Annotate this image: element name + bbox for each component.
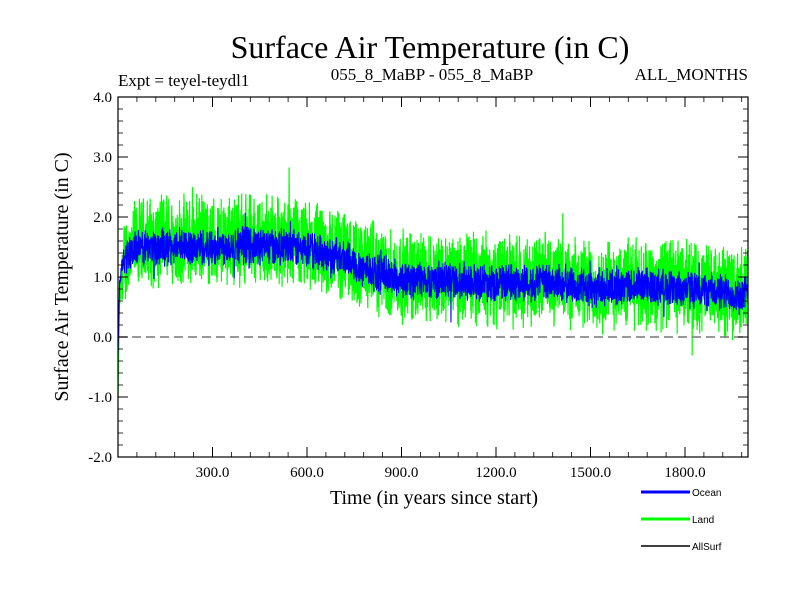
legend-label-land: Land bbox=[692, 515, 714, 526]
y-tick-label: -2.0 bbox=[88, 450, 112, 466]
y-tick-label: 3.0 bbox=[93, 150, 112, 166]
x-tick-label: 1500.0 bbox=[570, 465, 611, 481]
y-axis-label: Surface Air Temperature (in C) bbox=[51, 152, 73, 401]
x-axis-label: Time (in years since start) bbox=[330, 487, 538, 509]
y-tick-label: 1.0 bbox=[93, 270, 112, 286]
chart-subtitle-right: ALL_MONTHS bbox=[635, 65, 748, 84]
legend-label-allsurf: AllSurf bbox=[692, 542, 722, 553]
chart-subtitle-left: Expt = teyel-teydl1 bbox=[118, 71, 249, 90]
legend: Ocean Land AllSurf bbox=[641, 488, 722, 553]
y-tick-label: 4.0 bbox=[93, 90, 112, 106]
chart-title: Surface Air Temperature (in C) bbox=[231, 29, 630, 65]
x-tick-label: 1800.0 bbox=[664, 465, 705, 481]
chart-subtitle-center: 055_8_MaBP - 055_8_MaBP bbox=[331, 65, 533, 84]
x-tick-label: 900.0 bbox=[385, 465, 419, 481]
plot-area bbox=[117, 167, 749, 398]
x-tick-label: 600.0 bbox=[290, 465, 324, 481]
legend-label-ocean: Ocean bbox=[692, 488, 721, 499]
y-tick-label: -1.0 bbox=[88, 390, 112, 406]
y-tick-label: 0.0 bbox=[93, 330, 112, 346]
series-line-ocean bbox=[117, 212, 749, 356]
x-tick-label: 300.0 bbox=[196, 465, 230, 481]
axes-layer: -2.0 -1.0 0.0 1.0 2.0 3.0 4.0 300.0 600.0 900.0 12… bbox=[88, 90, 749, 481]
y-tick-label: 2.0 bbox=[93, 210, 112, 226]
x-tick-label: 1200.0 bbox=[475, 465, 516, 481]
